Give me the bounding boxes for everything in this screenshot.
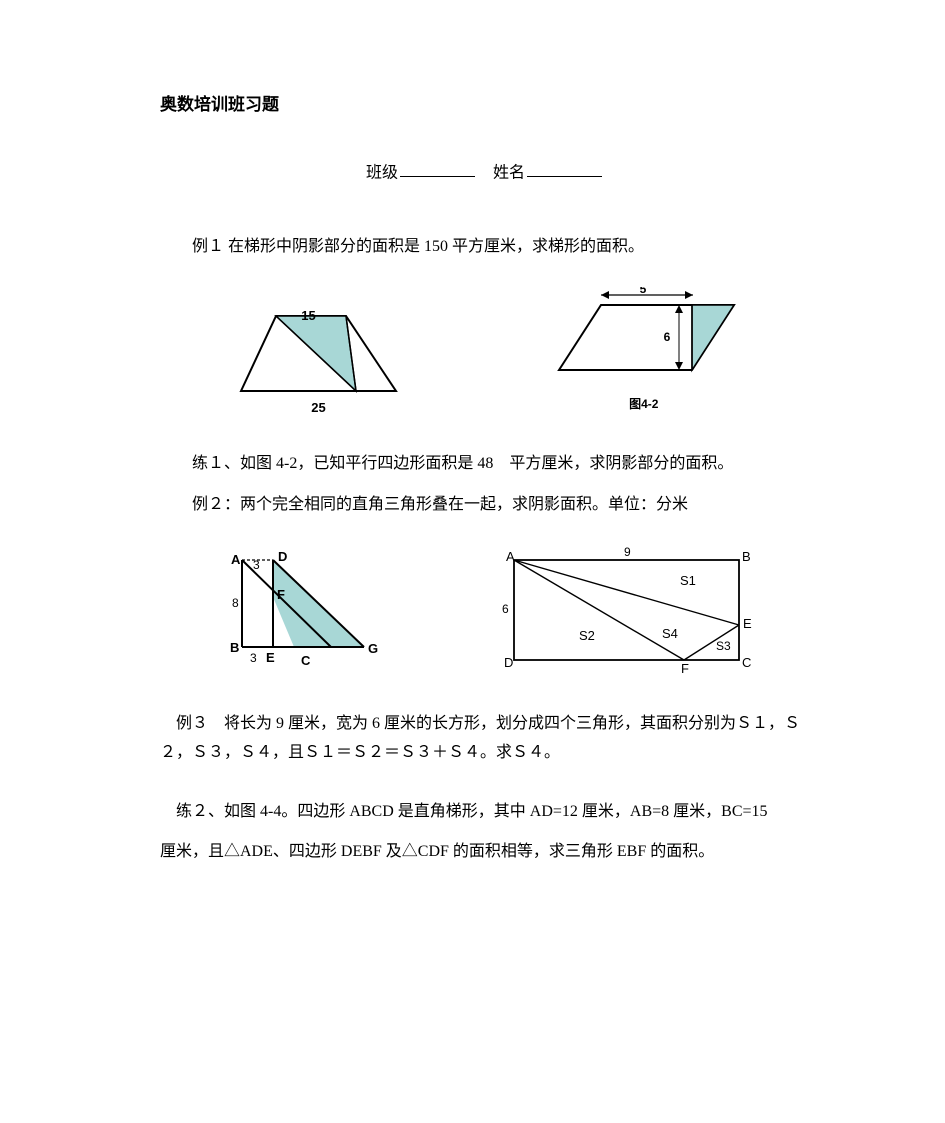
lbl-F: F [277,587,285,602]
fig1a-svg [221,296,416,406]
example-3-text: 例３ 将长为 9 厘米，宽为 6 厘米的长方形，划分成四个三角形，其面积分别为Ｓ… [160,710,810,768]
lbl2-left: 6 [502,602,509,616]
practice-2-text-b-inner: 厘米，且△ADE、四边形 DEBF 及△CDF 的面积相等，求三角形 EBF 的… [160,843,714,860]
fig1b-top-len: 5 [639,287,646,296]
name-blank[interactable] [527,159,602,178]
lbl-C: C [301,653,311,668]
fig2b-svg: A B E C F D 9 6 S1 S2 S3 S4 [484,545,764,675]
figure-row-1: 15 25 5 6 [160,287,810,416]
lbl2-S4: S4 [662,626,678,641]
line-EF [684,625,739,660]
lbl2-B: B [742,549,751,564]
dim-h-arrow-t [675,305,683,313]
fig1a-top-len: 15 [301,304,315,327]
lbl2-E: E [743,616,752,631]
fig1b-shaded [692,305,734,370]
document-title: 奥数培训班习题 [160,90,810,121]
lbl2-top: 9 [624,545,631,559]
name-label: 姓名 [493,164,525,181]
lbl2-S2: S2 [579,628,595,643]
class-blank[interactable] [400,159,475,178]
fig1b-caption: 图4-2 [629,394,658,416]
fig1a-bot-len: 25 [311,396,325,419]
lbl-E: E [266,650,275,665]
rect-outline [514,560,739,660]
fig1b-height: 6 [663,330,670,344]
dim-h-arrow-b [675,362,683,370]
lbl2-A: A [506,549,515,564]
lbl-3b: 3 [250,651,257,665]
figure-row-2: A D B E C G F 3 8 3 [160,545,810,675]
lbl2-F: F [681,661,689,675]
lbl-3a: 3 [253,558,260,572]
figure-1a: 15 25 [221,296,416,406]
figure-1b: 5 6 图4-2 [539,287,749,416]
lbl-G: G [368,641,378,656]
practice-2-text-b: 厘米，且△ADE、四边形 DEBF 及△CDF 的面积相等，求三角形 EBF 的… [160,838,810,867]
lbl-B: B [230,640,239,655]
practice-1-text: 练１、如图 4-2，已知平行四边形面积是 48 平方厘米，求阴影部分的面积。 [160,450,810,479]
lbl-D: D [278,549,287,564]
class-label: 班级 [366,164,398,181]
example-1-text: 例１ 在梯形中阴影部分的面积是 150 平方厘米，求梯形的面积。 [160,233,810,262]
lbl-8: 8 [232,596,239,610]
dim-top-arrow-l [601,291,609,299]
lbl2-C: C [742,655,751,670]
header-line: 班级 姓名 [160,159,810,188]
fig1b-svg: 5 6 [539,287,749,392]
example-2-text: 例２：两个完全相同的直角三角形叠在一起，求阴影面积。单位：分米 [160,491,810,520]
lbl2-D: D [504,655,513,670]
practice-2-text-a: 练２、如图 4-4。四边形 ABCD 是直角梯形，其中 AD=12 厘米，AB=… [160,798,810,827]
line-AF [514,560,684,660]
fig2a-svg: A D B E C G F 3 8 3 [206,547,391,672]
line-AE [514,560,739,625]
figure-2a: A D B E C G F 3 8 3 [206,547,391,672]
lbl-A: A [231,552,241,567]
lbl2-S3: S3 [716,639,731,653]
figure-2b: A B E C F D 9 6 S1 S2 S3 S4 [484,545,764,675]
dim-top-arrow-r [685,291,693,299]
lbl2-S1: S1 [680,573,696,588]
page: 奥数培训班习题 班级 姓名 例１ 在梯形中阴影部分的面积是 150 平方厘米，求… [0,0,945,919]
